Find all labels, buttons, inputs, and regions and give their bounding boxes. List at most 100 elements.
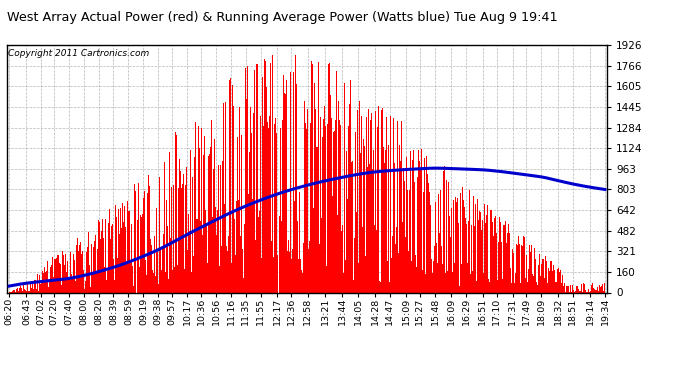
Bar	[69, 279, 70, 292]
Bar	[46, 271, 47, 292]
Bar	[369, 164, 370, 292]
Bar	[352, 161, 353, 292]
Bar	[166, 154, 167, 292]
Bar	[148, 279, 149, 292]
Bar	[55, 259, 56, 292]
Bar	[295, 55, 296, 292]
Bar	[321, 94, 322, 292]
Bar	[510, 268, 511, 292]
Bar	[250, 65, 251, 292]
Bar	[424, 158, 425, 292]
Bar	[146, 275, 147, 292]
Bar	[504, 244, 505, 292]
Bar	[338, 101, 339, 292]
Bar	[97, 249, 98, 292]
Bar	[477, 253, 478, 292]
Bar	[87, 247, 88, 292]
Bar	[464, 207, 465, 292]
Bar	[172, 238, 173, 292]
Bar	[262, 77, 263, 292]
Bar	[315, 109, 316, 292]
Bar	[434, 246, 435, 292]
Bar	[111, 226, 112, 292]
Bar	[517, 286, 518, 292]
Bar	[221, 246, 222, 292]
Bar	[487, 206, 488, 292]
Bar	[450, 237, 451, 292]
Bar	[377, 280, 378, 292]
Bar	[479, 211, 480, 292]
Bar	[152, 270, 153, 292]
Bar	[162, 246, 163, 292]
Bar	[220, 165, 221, 292]
Bar	[241, 280, 242, 292]
Bar	[572, 285, 573, 292]
Bar	[21, 287, 22, 292]
Bar	[287, 251, 288, 292]
Bar	[35, 280, 36, 292]
Bar	[469, 190, 470, 292]
Bar	[583, 284, 584, 292]
Bar	[595, 285, 596, 292]
Bar	[191, 272, 192, 292]
Bar	[286, 80, 287, 292]
Bar	[511, 283, 512, 292]
Bar	[454, 263, 455, 292]
Bar	[460, 194, 461, 292]
Bar	[280, 129, 281, 292]
Bar	[353, 280, 354, 292]
Bar	[190, 114, 191, 292]
Bar	[204, 136, 205, 292]
Bar	[426, 195, 427, 292]
Bar	[515, 273, 516, 292]
Bar	[551, 261, 552, 292]
Bar	[337, 214, 338, 292]
Bar	[104, 267, 105, 292]
Bar	[26, 291, 27, 292]
Bar	[28, 291, 29, 292]
Bar	[384, 164, 385, 292]
Bar	[294, 201, 295, 292]
Bar	[243, 279, 244, 292]
Bar	[540, 276, 541, 292]
Bar	[138, 183, 139, 292]
Bar	[538, 265, 539, 292]
Bar	[224, 204, 225, 292]
Bar	[189, 231, 190, 292]
Bar	[453, 202, 454, 292]
Bar	[560, 270, 561, 292]
Bar	[53, 277, 54, 292]
Bar	[527, 282, 528, 292]
Bar	[401, 121, 402, 292]
Bar	[488, 279, 489, 292]
Bar	[530, 252, 531, 292]
Bar	[263, 114, 264, 292]
Bar	[25, 284, 26, 292]
Bar	[215, 207, 216, 292]
Bar	[70, 252, 71, 292]
Bar	[428, 192, 429, 292]
Bar	[131, 224, 132, 292]
Bar	[86, 252, 87, 292]
Bar	[136, 199, 137, 292]
Bar	[160, 248, 161, 292]
Bar	[180, 171, 181, 292]
Bar	[467, 263, 468, 292]
Bar	[603, 291, 604, 292]
Bar	[187, 250, 188, 292]
Bar	[19, 288, 20, 292]
Bar	[202, 235, 203, 292]
Bar	[84, 289, 85, 292]
Bar	[135, 191, 136, 292]
Bar	[304, 101, 305, 292]
Bar	[385, 150, 386, 292]
Bar	[382, 108, 383, 292]
Bar	[388, 145, 389, 292]
Bar	[383, 147, 384, 292]
Bar	[380, 282, 381, 292]
Bar	[513, 228, 515, 292]
Bar	[588, 290, 589, 292]
Bar	[232, 85, 233, 292]
Bar	[171, 188, 172, 292]
Bar	[16, 290, 17, 292]
